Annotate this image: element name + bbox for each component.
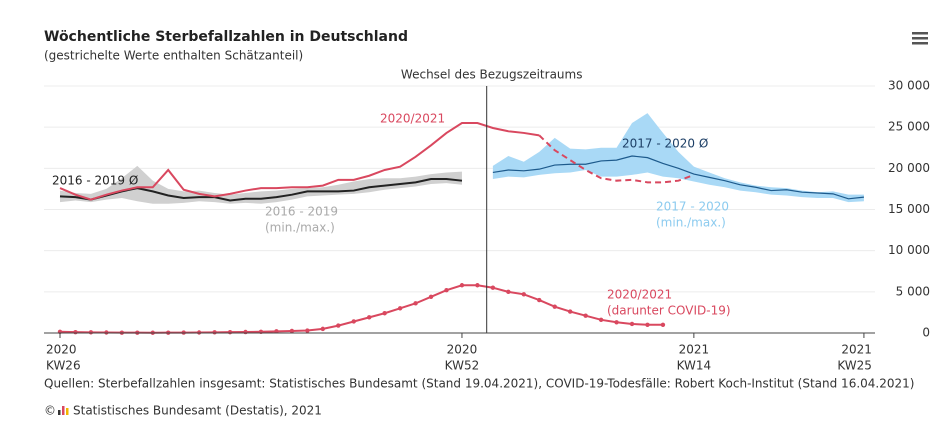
point [367,315,372,320]
point [428,294,434,299]
chart-subtitle: (gestrichelte Werte enthalten Schätzante… [44,49,303,63]
point [552,304,557,309]
series-label: 2017 - 2020 [656,200,729,214]
point [614,320,619,325]
point [382,311,387,316]
series-sublabel: (darunter COVID-19) [607,304,731,318]
range-band [492,113,864,203]
point [351,319,356,324]
x-tick-label: KW14 [677,359,712,373]
point [506,289,511,295]
point [475,283,480,288]
point [490,285,496,290]
y-tick-label: 5 000 [896,284,930,298]
copyright-sign: © [44,404,56,418]
series-line [59,284,663,334]
point [660,322,666,327]
point [397,306,403,311]
point [305,328,310,333]
menu-button[interactable] [910,30,930,46]
y-tick-label: 30 000 [888,79,930,93]
point [583,313,588,318]
series-label: 2016 - 2019 Ø [52,174,138,188]
y-tick-label: 0 [922,326,930,340]
series-line [492,155,864,200]
point [413,301,418,306]
point [289,328,295,334]
point [274,329,279,334]
point [598,317,604,323]
reference-label: Wechsel des Bezugszeitraums [401,68,583,82]
x-tick-year: 2021 [679,343,710,357]
x-tick-label: KW52 [445,359,480,373]
point [336,323,341,328]
series-label: 2017 - 2020 Ø [622,137,708,151]
copyright: Statistisches Bundesamt (Destatis), 2021 [73,404,322,418]
point [629,321,635,327]
estimate-line [538,134,695,184]
point [88,330,94,335]
y-tick-label: 20 000 [888,161,930,175]
point [537,297,542,303]
point [459,283,465,288]
plot-area: 0 5 000 10 000 15 000 20 000 25 000 30 000 Wech… [44,68,930,373]
y-tick-label: 10 000 [888,243,930,257]
point [73,329,78,335]
source-note: Quellen: Sterbefallzahlen insgesamt: Sta… [44,377,914,391]
series-sublabel: (min./max.) [265,221,335,235]
series-label: 2016 - 2019 [265,205,338,219]
point [645,322,650,327]
y-tick-label: 25 000 [888,120,930,134]
point [320,326,326,332]
series-label: 2020/2021 [380,112,445,126]
destatis-logo: © [44,404,69,418]
point [212,330,217,335]
series-sublabel: (min./max.) [656,216,726,230]
chart-title: Wöchentliche Sterbefallzahlen in Deutsch… [44,29,408,45]
x-tick-year: 2021 [841,343,872,357]
point [243,329,248,335]
series-line [59,122,540,201]
point [227,329,233,335]
point [567,309,573,314]
point [444,287,449,293]
y-tick-label: 15 000 [888,202,930,216]
point [521,292,526,297]
x-tick-year: 2020 [447,343,478,357]
series-label: 2020/2021 [607,288,672,302]
x-tick-year: 2020 [46,343,77,357]
x-tick-label: KW26 [46,359,81,373]
x-tick-label: KW25 [837,359,872,373]
